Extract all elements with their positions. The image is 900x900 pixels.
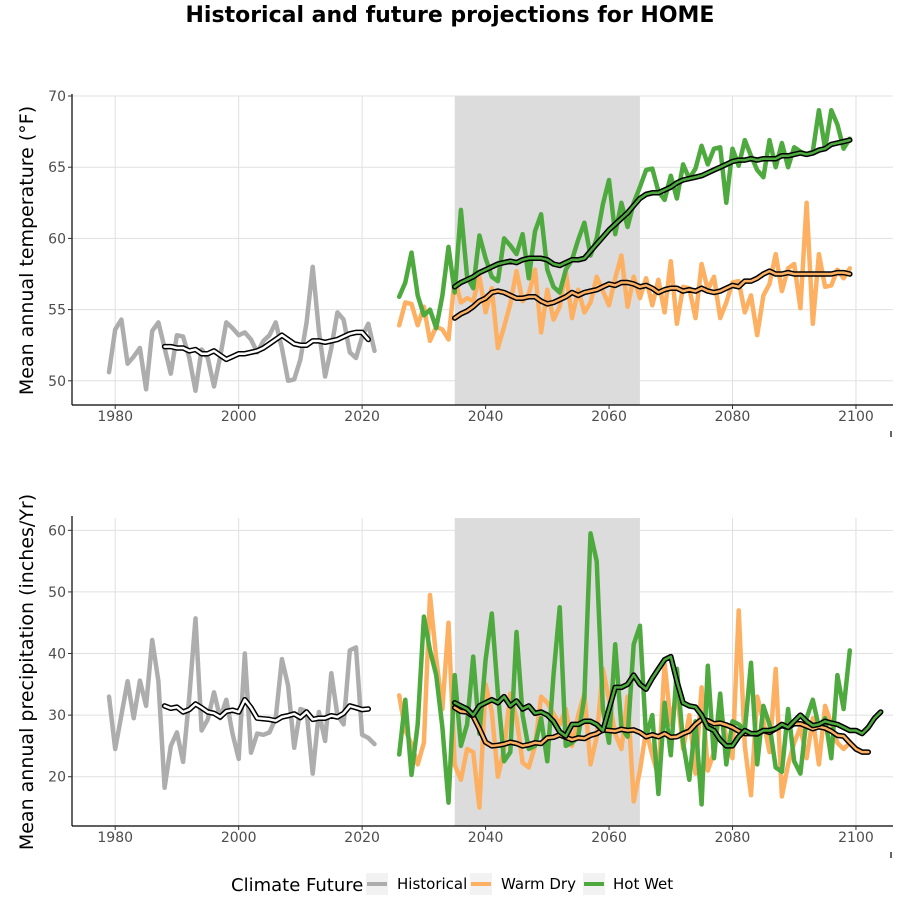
legend-item-historical: Historical <box>366 873 467 895</box>
y-tick-label: 40 <box>48 647 66 663</box>
legend-item-warm-dry: Warm Dry <box>470 873 576 895</box>
y-tick-label: 70 <box>48 89 66 105</box>
legend-item-hot-wet: Hot Wet <box>583 873 673 895</box>
x-tick-label: 1980 <box>97 409 133 425</box>
x-tick-label: 2100 <box>838 830 874 846</box>
y-tick-label: 50 <box>48 585 66 601</box>
precipitation-panel: 1980 2000 2020 2040 2060 2080 2100 20 30 40 50 60 Me… <box>16 494 893 858</box>
series-precipitation-warm-dry-smooth <box>453 706 870 754</box>
series-temperature-historical <box>106 264 377 394</box>
y-axis-label: Mean annual precipitation (inches/Yr) <box>16 494 38 850</box>
x-tick-label: 1980 <box>97 830 133 846</box>
series-temperature-hot-wet-smooth <box>453 138 852 289</box>
legend-label-warm-dry: Warm Dry <box>501 875 576 893</box>
y-tick-label: 30 <box>48 708 66 724</box>
x-tick-label: 2040 <box>468 830 504 846</box>
y-tick-label: 20 <box>48 770 66 786</box>
x-tick-label: 2020 <box>344 830 380 846</box>
y-tick-label: 55 <box>48 303 66 319</box>
legend: Climate Future Historical Warm Dry Hot W… <box>231 873 673 896</box>
y-axis-label: Mean annual temperature (°F) <box>16 106 38 395</box>
x-tick-label: 2080 <box>715 409 751 425</box>
x-tick-label: 2060 <box>591 409 627 425</box>
series-temperature-historical-smooth <box>163 331 370 361</box>
y-tick-label: 65 <box>48 160 66 176</box>
series-temperature-warm-dry-smooth <box>453 269 852 320</box>
temperature-panel: 1980 2000 2020 2040 2060 2080 2100 50 55 60 65 70 Me… <box>16 89 893 437</box>
x-tick-label: 2100 <box>838 409 874 425</box>
legend-label-hot-wet: Hot Wet <box>613 875 673 893</box>
y-tick-label: 50 <box>48 374 66 390</box>
x-tick-label: 2000 <box>221 409 257 425</box>
y-tick-label: 60 <box>48 231 66 247</box>
x-tick-label: 2020 <box>344 409 380 425</box>
chart-title: Historical and future projections for HO… <box>186 3 715 28</box>
legend-label-historical: Historical <box>397 875 467 893</box>
series-precipitation-hot-wet-smooth <box>453 655 882 748</box>
y-tick-label: 60 <box>48 523 66 539</box>
x-tick-label: 2080 <box>715 830 751 846</box>
x-tick-label: 2040 <box>468 409 504 425</box>
legend-title: Climate Future <box>231 875 363 896</box>
x-tick-label: 2000 <box>221 830 257 846</box>
series-precipitation-historical-smooth <box>163 698 370 722</box>
series-precipitation-warm-dry <box>396 592 853 810</box>
x-tick-label: 2060 <box>591 830 627 846</box>
